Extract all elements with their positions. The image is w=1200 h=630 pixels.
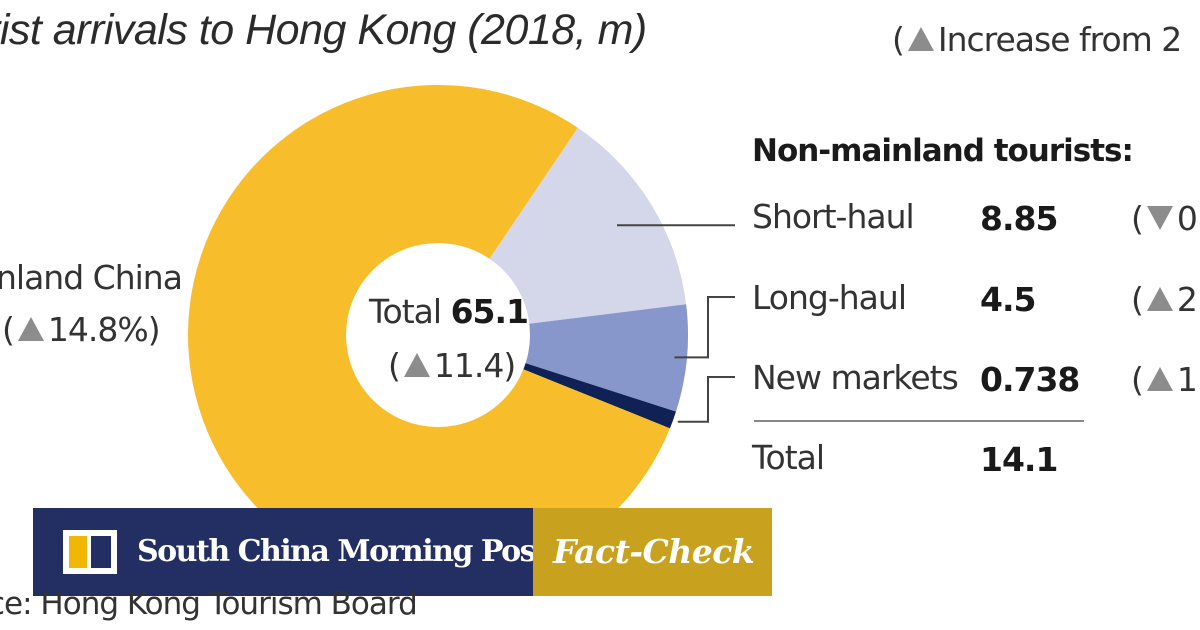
mainland-label: nland China [0, 258, 183, 297]
publisher-banner[interactable]: South China Morning Post [33, 508, 549, 596]
legend-note-text: Increase from 2 [937, 20, 1182, 59]
increase-triangle-icon [1146, 287, 1173, 311]
increase-triangle-icon [17, 317, 44, 341]
row-change-open-paren: ( [1131, 280, 1144, 319]
row-name-new-markets: New markets [752, 358, 959, 397]
leader-lines [617, 224, 735, 423]
center-total-label: Total [369, 292, 442, 331]
leader-line-long-haul [674, 296, 735, 359]
leader-line-new-markets [677, 376, 735, 423]
row-name-short-haul: Short-haul [752, 197, 915, 236]
row-change-new-markets: (1. [1131, 360, 1200, 399]
center-total-value: 65.1 [450, 292, 529, 331]
decrease-triangle-icon [1146, 206, 1173, 230]
scmp-logo-icon [63, 530, 117, 574]
row-value-total: 14.1 [980, 440, 1058, 479]
center-change-open-paren: ( [388, 346, 401, 385]
legend-open-paren: ( [892, 20, 905, 59]
total-divider [754, 420, 1084, 422]
increase-triangle-icon [1146, 367, 1173, 391]
center-change-value: 11.4) [433, 346, 516, 385]
row-change-open-paren: ( [1131, 199, 1144, 238]
fact-check-badge[interactable]: Fact-Check [533, 508, 772, 596]
row-change-open-paren: ( [1131, 360, 1144, 399]
logo-navy-block [91, 536, 111, 568]
legend-note: ( Increase from 2 [892, 20, 1182, 59]
mainland-change-open-paren: ( [2, 310, 15, 349]
mainland-change-value: 14.8%) [47, 310, 161, 349]
mainland-change: (14.8%) [2, 310, 161, 349]
row-value-new-markets: 0.738 [980, 360, 1080, 399]
source-note: ce: Hong Kong Tourism Board [0, 586, 418, 622]
donut-hole [346, 243, 530, 427]
row-name-total: Total [752, 438, 825, 477]
donut-center-change: (11.4) [388, 346, 516, 385]
fact-check-label: Fact-Check [553, 532, 755, 571]
row-value-short-haul: 8.85 [980, 199, 1058, 238]
row-change-value: 2 [1176, 280, 1198, 319]
publisher-name: South China Morning Post [137, 534, 549, 569]
chart-title: rist arrivals to Hong Kong (2018, m) [0, 6, 647, 54]
row-change-value: 0 [1176, 199, 1198, 238]
donut-center-total: Total 65.1 [369, 292, 529, 331]
increase-triangle-icon [403, 353, 430, 377]
row-name-long-haul: Long-haul [752, 278, 907, 317]
row-change-long-haul: (2 [1131, 280, 1198, 319]
increase-triangle-icon [907, 27, 934, 51]
row-change-value: 1. [1176, 360, 1200, 399]
row-change-short-haul: (0 [1131, 199, 1198, 238]
non-mainland-heading: Non-mainland tourists: [752, 133, 1134, 169]
row-value-long-haul: 4.5 [980, 280, 1036, 319]
logo-gold-block [69, 536, 87, 568]
